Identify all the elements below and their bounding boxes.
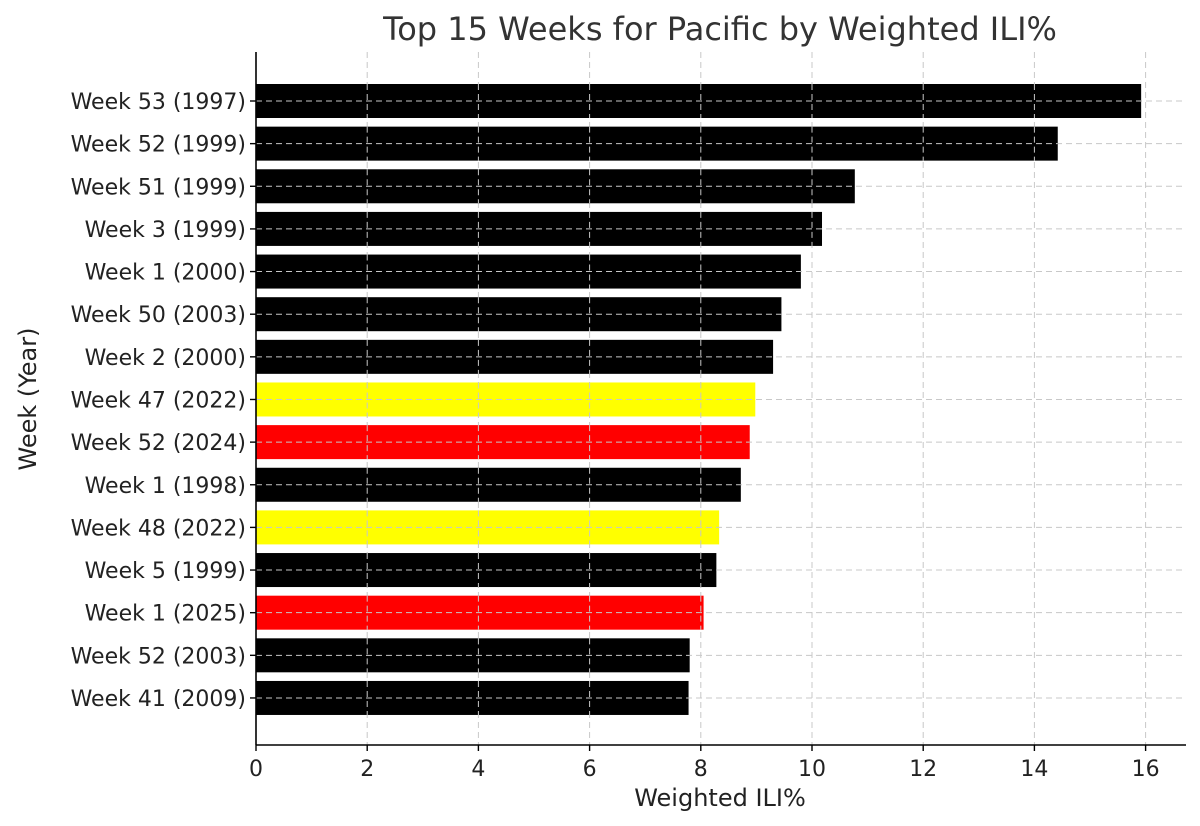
chart-title: Top 15 Weeks for Pacific by Weighted ILI… <box>382 10 1057 48</box>
x-tick-label: 14 <box>1020 757 1048 782</box>
y-tick-label: Week 41 (2009) <box>71 687 246 712</box>
bar <box>256 169 855 204</box>
y-axis-label: Week (Year) <box>14 328 42 471</box>
y-tick-label: Week 1 (2025) <box>85 602 246 627</box>
y-tick-label: Week 51 (1999) <box>71 175 246 200</box>
bars-layer <box>256 84 1142 715</box>
y-tick-label: Week 5 (1999) <box>85 559 246 584</box>
x-tick-label: 16 <box>1132 757 1160 782</box>
y-tick-label: Week 1 (2000) <box>85 261 246 286</box>
y-tick-labels: Week 53 (1997) Week 52 (1999) Week 51 (199… <box>71 90 256 712</box>
y-tick-label: Week 2 (2000) <box>85 346 246 371</box>
y-tick-label: Week 48 (2022) <box>71 516 246 541</box>
x-tick-label: 2 <box>360 757 374 782</box>
y-tick-label: Week 50 (2003) <box>71 303 246 328</box>
x-axis-label: Weighted ILI% <box>634 784 806 812</box>
y-tick-label: Week 1 (1998) <box>85 474 246 499</box>
y-tick-label: Week 52 (1999) <box>71 133 246 158</box>
x-tick-label: 10 <box>798 757 826 782</box>
y-tick-label: Week 47 (2022) <box>71 388 246 413</box>
y-tick-label: Week 52 (2003) <box>71 644 246 669</box>
y-tick-label: Week 53 (1997) <box>71 90 246 115</box>
x-tick-label: 4 <box>471 757 485 782</box>
x-tick-label: 8 <box>694 757 708 782</box>
x-tick-label: 12 <box>909 757 937 782</box>
x-tick-labels: 0 2 4 6 8 10 12 14 16 <box>249 745 1160 782</box>
y-tick-label: Week 52 (2024) <box>71 431 246 456</box>
x-tick-label: 0 <box>249 757 263 782</box>
y-tick-label: Week 3 (1999) <box>85 218 246 243</box>
bar <box>256 339 774 374</box>
x-tick-label: 6 <box>583 757 597 782</box>
